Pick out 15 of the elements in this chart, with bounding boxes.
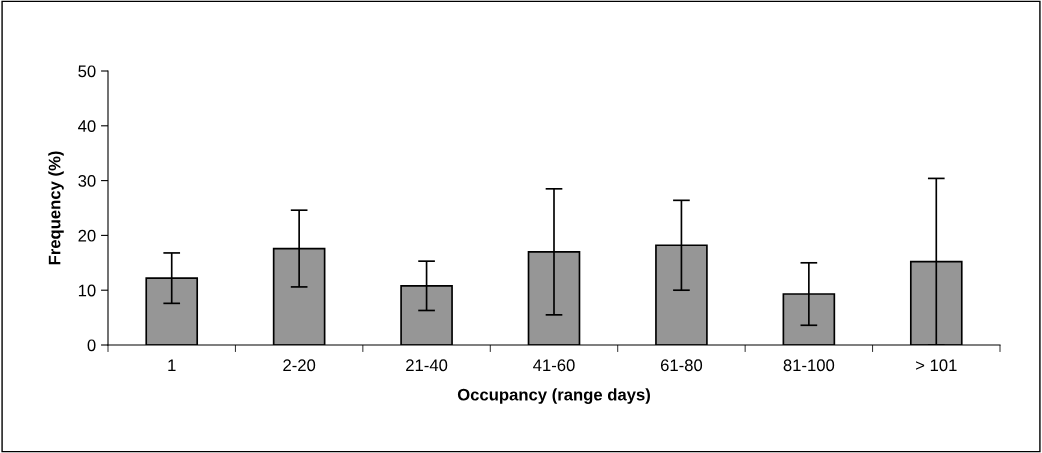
x-tick-label: 61-80 [660, 359, 703, 372]
y-tick-label: 40 [78, 120, 96, 132]
x-tick-label: 2-20 [283, 359, 316, 372]
y-tick-label: 30 [78, 175, 96, 187]
x-tick-label: > 101 [916, 359, 957, 372]
x-tick-label: 81-100 [783, 359, 835, 372]
y-tick-label: 20 [78, 229, 96, 242]
x-tick-label: 21-40 [406, 359, 448, 372]
x-tick-label: 1 [168, 359, 176, 371]
y-tick-label: 0 [87, 339, 96, 352]
x-tick-label: 41-60 [533, 359, 575, 372]
y-axis-title: Frequency (%) [48, 151, 64, 265]
x-axis-title: Occupancy (range days) [457, 388, 650, 404]
y-tick-label: 50 [78, 65, 96, 78]
y-tick-label: 10 [78, 284, 96, 297]
